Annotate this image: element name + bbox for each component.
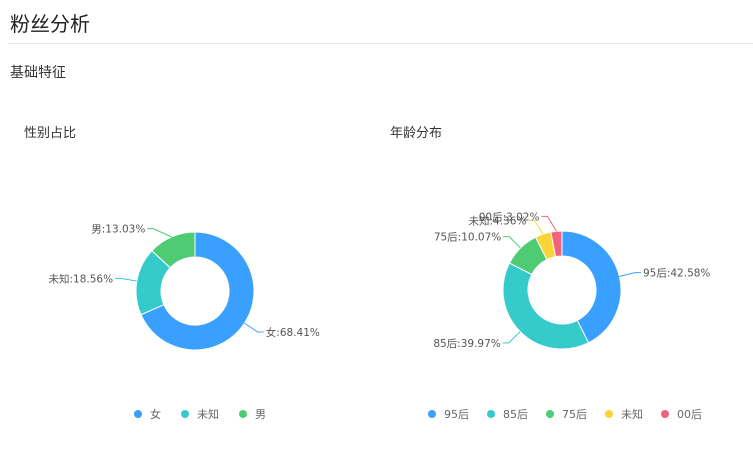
legend-dot-icon <box>134 410 142 418</box>
age-leader-line-4 <box>541 215 557 232</box>
age-legend-label-4: 00后 <box>677 408 702 421</box>
age-slice-label-1: 85后:39.97% <box>433 338 500 350</box>
gender-slice-label-2: 男:13.03% <box>91 224 145 236</box>
gender-legend: 女 未知 男 <box>134 406 286 422</box>
age-legend: 95后 85后 75后 未知 00后 <box>428 406 720 422</box>
gender-chart-title: 性别占比 <box>24 126 77 141</box>
gender-legend-label-1: 未知 <box>197 408 219 421</box>
section-title: 基础特征 <box>10 65 66 81</box>
gender-legend-item-1[interactable]: 未知 <box>181 406 219 422</box>
legend-dot-icon <box>661 410 669 418</box>
age-slice-label-3: 未知:4.36% <box>469 214 527 227</box>
gender-legend-label-0: 女 <box>150 408 161 421</box>
gender-slice-0[interactable] <box>140 231 255 351</box>
page-title: 粉丝分析 <box>10 12 90 36</box>
age-legend-item-1[interactable]: 85后 <box>487 406 528 422</box>
age-leader-line-3 <box>528 219 544 235</box>
legend-dot-icon <box>428 410 436 418</box>
gender-slice-label-1: 未知:18.56% <box>48 272 113 285</box>
legend-dot-icon <box>605 410 613 418</box>
age-legend-item-3[interactable]: 未知 <box>605 406 643 422</box>
age-legend-label-2: 75后 <box>562 408 587 421</box>
gender-legend-label-2: 男 <box>255 408 266 421</box>
age-slice-4[interactable] <box>550 230 563 258</box>
age-slice-1[interactable] <box>502 262 590 350</box>
age-donut-chart: 95后:42.58% 85后:39.97% 75后:10.07% 未知:4.36%00… <box>433 211 710 350</box>
age-chart-title: 年龄分布 <box>390 126 443 141</box>
age-slice-0[interactable] <box>561 230 622 344</box>
legend-dot-icon <box>181 410 189 418</box>
legend-dot-icon <box>487 410 495 418</box>
legend-dot-icon <box>239 410 247 418</box>
age-legend-item-0[interactable]: 95后 <box>428 406 469 422</box>
age-slice-label-2: 75后:10.07% <box>434 232 501 244</box>
age-legend-label-0: 95后 <box>444 408 469 421</box>
age-leader-line-1 <box>502 331 521 344</box>
gender-slice-label-0: 女:68.41% <box>266 326 320 339</box>
gender-donut-chart: 女:68.41% 未知:18.56% 男:13.03% <box>48 224 320 351</box>
legend-dot-icon <box>546 410 554 418</box>
age-legend-label-1: 85后 <box>503 408 528 421</box>
gender-leader-line-2 <box>147 228 172 238</box>
gender-slice-2[interactable] <box>151 231 196 269</box>
age-slice-label-4: 00后:3.02% <box>479 211 540 223</box>
age-legend-item-4[interactable]: 00后 <box>661 406 702 422</box>
age-slice-label-0: 95后:42.58% <box>643 268 710 280</box>
age-legend-item-2[interactable]: 75后 <box>546 406 587 422</box>
age-legend-label-3: 未知 <box>621 408 643 421</box>
gender-leader-line-1 <box>115 277 137 282</box>
age-leader-line-0 <box>619 272 641 277</box>
title-divider <box>8 43 753 44</box>
age-leader-line-2 <box>503 236 521 249</box>
gender-legend-item-0[interactable]: 女 <box>134 406 161 422</box>
gender-legend-item-2[interactable]: 男 <box>239 406 266 422</box>
gender-leader-line-0 <box>244 322 264 333</box>
